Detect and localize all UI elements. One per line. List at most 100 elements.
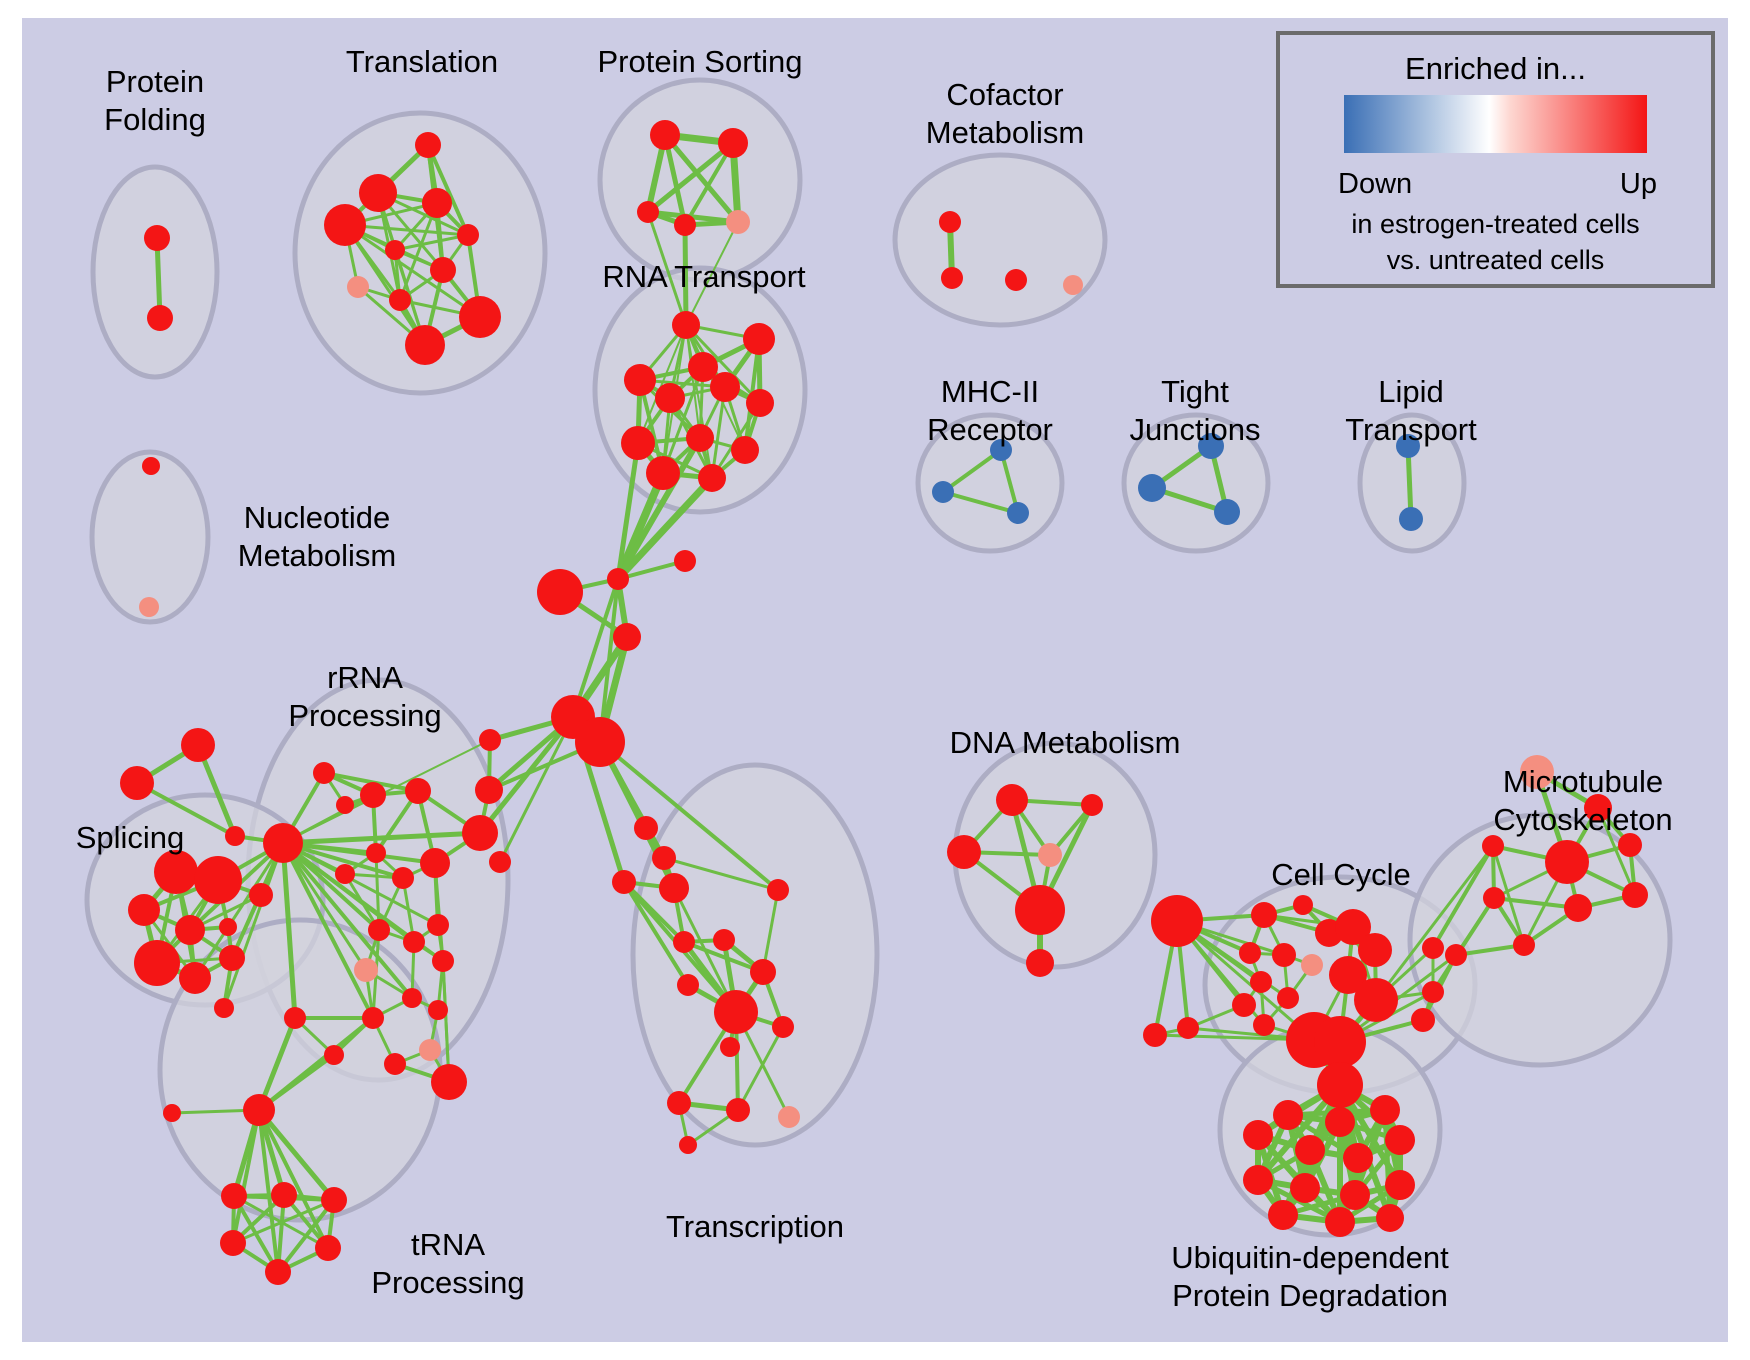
network-node[interactable] — [1513, 934, 1535, 956]
network-node[interactable] — [430, 257, 456, 283]
network-node[interactable] — [607, 568, 629, 590]
network-node[interactable] — [1411, 1008, 1435, 1032]
network-node[interactable] — [778, 1106, 800, 1128]
network-node[interactable] — [1399, 507, 1423, 531]
network-node[interactable] — [392, 867, 414, 889]
network-node[interactable] — [384, 1053, 406, 1075]
network-node[interactable] — [1272, 943, 1296, 967]
network-node[interactable] — [360, 782, 386, 808]
network-node[interactable] — [726, 210, 750, 234]
network-node[interactable] — [1295, 1135, 1325, 1165]
network-node[interactable] — [422, 188, 452, 218]
network-node[interactable] — [1239, 942, 1261, 964]
network-node[interactable] — [128, 894, 160, 926]
network-node[interactable] — [462, 815, 498, 851]
network-node[interactable] — [650, 120, 680, 150]
network-node[interactable] — [1253, 1014, 1275, 1036]
network-node[interactable] — [672, 311, 700, 339]
network-node[interactable] — [354, 958, 378, 982]
network-node[interactable] — [659, 873, 689, 903]
network-node[interactable] — [489, 851, 511, 873]
network-node[interactable] — [181, 728, 215, 762]
network-node[interactable] — [139, 597, 159, 617]
network-node[interactable] — [457, 224, 479, 246]
network-node[interactable] — [612, 870, 636, 894]
network-node[interactable] — [1329, 956, 1367, 994]
network-node[interactable] — [1376, 1204, 1404, 1232]
network-node[interactable] — [321, 1187, 347, 1213]
network-node[interactable] — [163, 1104, 181, 1122]
network-node[interactable] — [1214, 499, 1240, 525]
network-node[interactable] — [1370, 1095, 1400, 1125]
network-node[interactable] — [1482, 835, 1504, 857]
network-node[interactable] — [1005, 269, 1027, 291]
network-node[interactable] — [142, 457, 160, 475]
network-node[interactable] — [1340, 1180, 1370, 1210]
network-node[interactable] — [718, 128, 748, 158]
network-node[interactable] — [1151, 895, 1203, 947]
network-node[interactable] — [1063, 275, 1083, 295]
network-node[interactable] — [359, 174, 397, 212]
network-node[interactable] — [1290, 1173, 1320, 1203]
network-node[interactable] — [420, 848, 450, 878]
network-node[interactable] — [637, 201, 659, 223]
network-node[interactable] — [263, 823, 303, 863]
network-node[interactable] — [403, 931, 425, 953]
network-node[interactable] — [621, 426, 655, 460]
network-node[interactable] — [249, 883, 273, 907]
network-node[interactable] — [219, 918, 237, 936]
network-node[interactable] — [220, 1230, 246, 1256]
network-node[interactable] — [459, 296, 501, 338]
network-node[interactable] — [772, 1016, 794, 1038]
network-node[interactable] — [336, 796, 354, 814]
network-node[interactable] — [415, 132, 441, 158]
network-node[interactable] — [667, 1091, 691, 1115]
network-node[interactable] — [720, 1037, 740, 1057]
network-node[interactable] — [1358, 933, 1392, 967]
network-node[interactable] — [1618, 833, 1642, 857]
network-node[interactable] — [315, 1235, 341, 1261]
network-node[interactable] — [679, 1136, 697, 1154]
network-node[interactable] — [746, 389, 774, 417]
network-node[interactable] — [624, 364, 656, 396]
network-node[interactable] — [634, 816, 658, 840]
network-node[interactable] — [1138, 474, 1166, 502]
network-node[interactable] — [335, 864, 355, 884]
network-node[interactable] — [221, 1183, 247, 1209]
network-node[interactable] — [271, 1182, 297, 1208]
network-node[interactable] — [1273, 1100, 1303, 1130]
network-node[interactable] — [939, 211, 961, 233]
network-node[interactable] — [219, 945, 245, 971]
network-node[interactable] — [1314, 1016, 1366, 1068]
network-node[interactable] — [368, 919, 390, 941]
network-node[interactable] — [154, 850, 198, 894]
network-node[interactable] — [479, 729, 501, 751]
network-node[interactable] — [613, 623, 641, 651]
network-node[interactable] — [743, 323, 775, 355]
network-node[interactable] — [947, 835, 981, 869]
network-node[interactable] — [1251, 902, 1277, 928]
network-node[interactable] — [405, 325, 445, 365]
network-node[interactable] — [1545, 840, 1589, 884]
network-node[interactable] — [194, 856, 242, 904]
network-node[interactable] — [324, 1045, 344, 1065]
network-node[interactable] — [674, 214, 696, 236]
network-node[interactable] — [677, 974, 699, 996]
network-node[interactable] — [1445, 944, 1467, 966]
network-node[interactable] — [731, 436, 759, 464]
network-node[interactable] — [714, 990, 758, 1034]
network-node[interactable] — [284, 1007, 306, 1029]
network-node[interactable] — [1026, 949, 1054, 977]
network-node[interactable] — [990, 439, 1012, 461]
network-node[interactable] — [419, 1039, 441, 1061]
network-node[interactable] — [996, 784, 1028, 816]
network-node[interactable] — [1520, 755, 1554, 789]
network-node[interactable] — [405, 778, 431, 804]
network-node[interactable] — [674, 550, 696, 572]
network-node[interactable] — [1143, 1023, 1167, 1047]
network-node[interactable] — [655, 383, 685, 413]
network-node[interactable] — [1243, 1165, 1273, 1195]
network-node[interactable] — [1564, 894, 1592, 922]
network-node[interactable] — [1385, 1125, 1415, 1155]
network-node[interactable] — [652, 846, 676, 870]
